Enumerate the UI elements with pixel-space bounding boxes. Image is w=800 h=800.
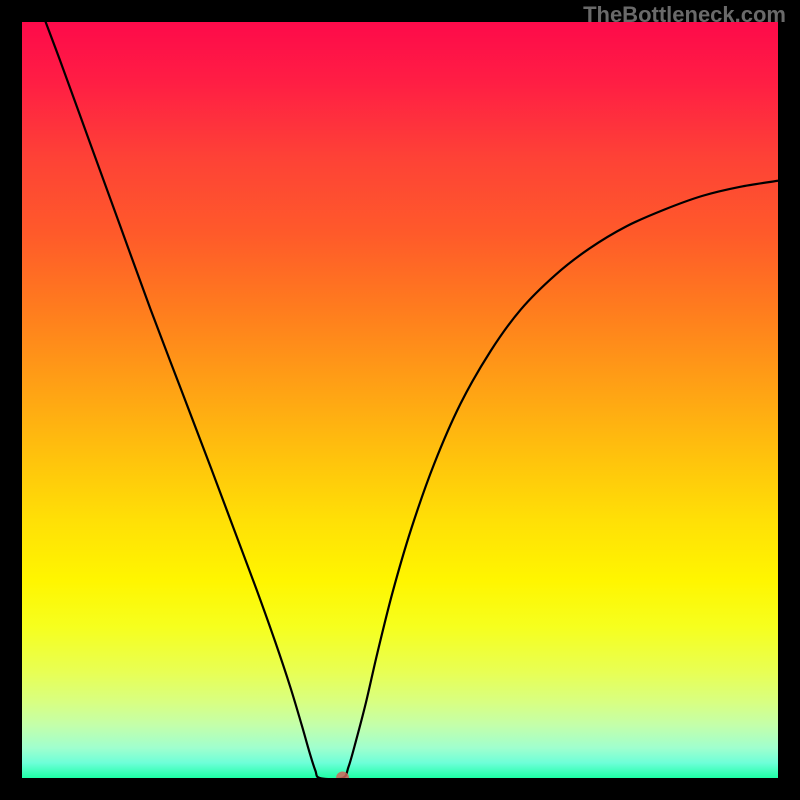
bottleneck-chart (0, 0, 800, 800)
chart-stage: TheBottleneck.com (0, 0, 800, 800)
gradient-background (22, 22, 778, 778)
